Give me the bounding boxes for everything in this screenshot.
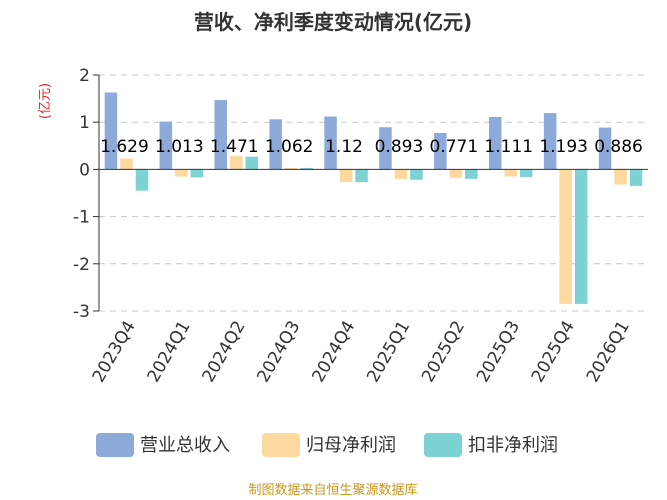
value-labels-layer: 1.629 1.013 1.471 1.062 1.12 0.893 0.771 1.111 1… xyxy=(100,137,643,157)
bar-revenue xyxy=(434,133,447,170)
y-tick-label: -2 xyxy=(73,255,90,275)
bar-revenue xyxy=(489,116,502,170)
bar-adjusted-net-profit xyxy=(520,169,533,177)
bar-adjusted-net-profit xyxy=(190,169,204,178)
bar-adjusted-net-profit xyxy=(355,169,368,183)
legend-item[interactable]: 营业总收入 xyxy=(96,433,230,457)
bar-revenue xyxy=(379,127,392,170)
value-label: 1.12 xyxy=(325,137,363,157)
legend-label: 营业总收入 xyxy=(140,435,230,456)
bar-adjusted-net-profit xyxy=(135,169,149,191)
bar-adjusted-net-profit xyxy=(465,169,478,179)
bar-adjusted-net-profit xyxy=(574,169,588,304)
bar-revenue xyxy=(159,121,173,170)
legend-swatch xyxy=(96,433,134,457)
chart-title: 营收、净利季度变动情况(亿元) xyxy=(194,10,472,34)
legend-label: 扣非净利润 xyxy=(468,435,558,456)
y-tick-label: 0 xyxy=(79,160,90,180)
x-tick-label: 2024Q2 xyxy=(199,318,250,386)
x-tick-label: 2023Q4 xyxy=(89,318,140,386)
grid-layer xyxy=(99,74,648,312)
value-label: 1.062 xyxy=(265,137,314,157)
value-label: 1.111 xyxy=(484,137,533,157)
legend-swatch xyxy=(262,433,300,457)
bar-adjusted-net-profit xyxy=(629,169,643,186)
legend-swatch xyxy=(424,433,462,457)
value-label: 0.886 xyxy=(594,137,643,157)
value-label: 1.013 xyxy=(155,137,204,157)
legend-label: 归母净利润 xyxy=(306,435,396,456)
x-tick-label: 2026Q1 xyxy=(583,318,634,386)
bar-net-profit xyxy=(394,169,408,179)
bar-net-profit xyxy=(175,169,188,177)
value-label: 1.629 xyxy=(100,137,149,157)
bar-revenue xyxy=(214,99,227,170)
legend: 营业总收入 归母净利润 扣非净利润 xyxy=(96,433,558,457)
x-tick-label: 2024Q3 xyxy=(253,318,304,386)
bar-revenue xyxy=(598,127,612,170)
bar-net-profit xyxy=(284,167,298,170)
value-label: 1.471 xyxy=(210,137,259,157)
legend-item[interactable]: 扣非净利润 xyxy=(424,433,558,457)
bar-net-profit xyxy=(504,169,517,177)
x-tick-label: 2025Q1 xyxy=(363,318,414,386)
value-label: 1.193 xyxy=(539,137,588,157)
bar-revenue xyxy=(269,119,282,170)
x-tick-label: 2024Q1 xyxy=(144,318,195,386)
bar-revenue xyxy=(324,116,337,170)
legend-item[interactable]: 归母净利润 xyxy=(262,433,396,457)
x-tick-label: 2025Q2 xyxy=(418,317,469,385)
bar-net-profit xyxy=(230,156,243,170)
bar-adjusted-net-profit xyxy=(410,169,423,180)
y-tick-label: -3 xyxy=(73,302,90,322)
y-tick-label: -1 xyxy=(73,208,90,228)
bar-adjusted-net-profit xyxy=(300,167,313,170)
value-label: 0.771 xyxy=(430,137,479,157)
x-tick-label: 2024Q4 xyxy=(308,318,359,386)
bar-net-profit xyxy=(614,169,627,185)
bar-net-profit xyxy=(120,158,133,170)
bar-net-profit xyxy=(339,169,353,183)
bar-net-profit xyxy=(559,169,572,304)
y-tick-label: 1 xyxy=(79,113,90,133)
bar-revenue xyxy=(543,113,557,170)
source-note: 制图数据来自恒生聚源数据库 xyxy=(248,482,417,498)
bar-net-profit xyxy=(449,169,463,178)
bars-layer xyxy=(104,92,643,304)
value-label: 0.893 xyxy=(375,137,424,157)
y-tick-label: 2 xyxy=(79,66,90,86)
x-tick-label: 2025Q4 xyxy=(528,318,579,386)
bar-revenue xyxy=(104,92,118,170)
x-tick-label: 2025Q3 xyxy=(473,318,524,386)
y-axis-unit: (亿元) xyxy=(38,83,53,119)
bar-adjusted-net-profit xyxy=(245,156,258,170)
